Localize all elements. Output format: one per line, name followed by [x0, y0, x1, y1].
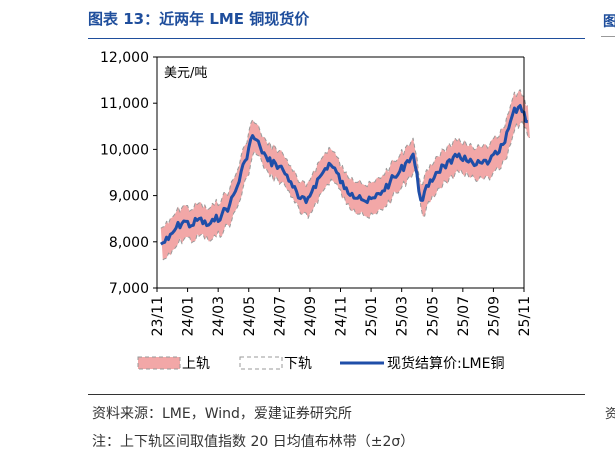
copper-price-chart: 美元/吨 7,000 8,000 9,000 10,000 11,000 12,000 23… [100, 50, 533, 372]
y-tick-label: 8,000 [109, 235, 149, 251]
x-tick-label: 23/11 [150, 296, 166, 336]
x-tick-label: 25/11 [517, 296, 533, 336]
y-tick-label: 11,000 [100, 96, 149, 112]
x-tick-label: 24/07 [272, 296, 288, 336]
upper-band-line [160, 89, 528, 229]
x-tick-label: 25/01 [364, 296, 380, 336]
chart-legend: 上轨 下轨 现货结算价:LME铜 [137, 355, 504, 372]
x-tick-label: 24/09 [303, 296, 319, 336]
bollinger-band-area [160, 89, 530, 260]
x-tick-label: 24/03 [211, 296, 227, 336]
legend-swatch-lower [239, 356, 283, 370]
adjacent-figure-title-fragment: 图 [603, 14, 615, 30]
x-tick-label: 25/03 [395, 296, 411, 336]
y-tick-label: 10,000 [100, 142, 149, 158]
axis-tick-labels: 7,000 8,000 9,000 10,000 11,000 12,000 23/11 24… [100, 50, 533, 336]
band-fill [160, 89, 530, 260]
adjacent-figure-divider [601, 36, 615, 37]
method-note: 注：上下轨区间取值指数 20 日均值布林带（±2σ） [92, 434, 415, 450]
y-tick-label: 7,000 [109, 281, 149, 297]
footer-divider [88, 394, 585, 395]
x-tick-label: 25/07 [456, 296, 472, 336]
x-tick-label: 25/09 [486, 296, 502, 336]
legend-label-lower: 下轨 [284, 356, 312, 372]
y-axis-unit-label: 美元/吨 [164, 66, 207, 81]
legend-label-upper: 上轨 [182, 356, 210, 372]
adjacent-source-fragment: 资 [605, 407, 615, 422]
y-tick-label: 12,000 [100, 50, 149, 66]
figure-title: 图表 13：近两年 LME 铜现货价 [88, 10, 310, 28]
x-tick-label: 24/11 [334, 296, 350, 336]
x-tick-label: 24/05 [242, 296, 258, 336]
lower-band-line [162, 120, 530, 261]
x-tick-label: 24/01 [181, 296, 197, 336]
title-divider [88, 38, 585, 39]
source-note: 资料来源：LME，Wind，爱建证券研究所 [92, 406, 352, 422]
legend-swatch-upper [137, 356, 181, 370]
spot-price-line [160, 104, 528, 246]
legend-label-spot: 现货结算价:LME铜 [387, 355, 504, 372]
spot-price-lines [160, 89, 530, 261]
y-tick-label: 9,000 [109, 189, 149, 205]
x-tick-label: 25/05 [425, 296, 441, 336]
